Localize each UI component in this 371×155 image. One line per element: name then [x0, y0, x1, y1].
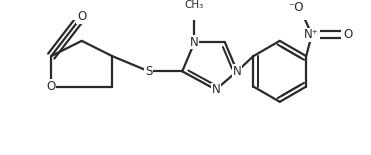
- Text: O: O: [47, 80, 56, 93]
- Text: O: O: [343, 28, 352, 41]
- Text: O: O: [77, 10, 86, 23]
- Text: S: S: [145, 65, 152, 78]
- Text: N: N: [190, 36, 199, 49]
- Text: N⁺: N⁺: [304, 28, 319, 41]
- Text: N: N: [233, 65, 242, 78]
- Text: CH₃: CH₃: [185, 0, 204, 10]
- Text: N: N: [211, 83, 220, 96]
- Text: ⁻O: ⁻O: [288, 1, 304, 14]
